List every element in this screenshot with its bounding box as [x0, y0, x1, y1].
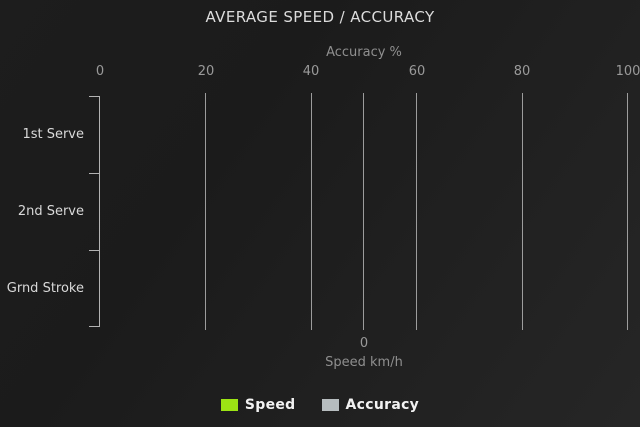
bottom-axis-tick-label: 0 — [359, 336, 369, 351]
gridline — [311, 93, 312, 330]
legend: Speed Accuracy — [0, 397, 640, 413]
top-axis-tick-label: 0 — [95, 64, 105, 79]
legend-label-accuracy: Accuracy — [345, 397, 420, 413]
top-axis-tick-label: 60 — [408, 64, 426, 79]
category-label-2nd-serve: 2nd Serve — [17, 204, 84, 219]
top-axis-tick-label: 80 — [513, 64, 531, 79]
speed-swatch-icon — [220, 399, 238, 411]
gridline — [205, 93, 206, 330]
plot-area — [100, 96, 628, 327]
gridline-speed-zero — [363, 93, 364, 330]
gridline — [522, 93, 523, 330]
top-axis-title: Accuracy % — [326, 45, 402, 60]
top-axis-tick-label: 20 — [197, 64, 215, 79]
legend-item-speed[interactable]: Speed — [220, 397, 296, 413]
gridline — [416, 93, 417, 330]
y-axis-tick — [89, 96, 100, 97]
gridline — [627, 93, 628, 330]
legend-item-accuracy[interactable]: Accuracy — [321, 397, 420, 413]
accuracy-swatch-icon — [321, 399, 339, 411]
category-label-grnd-stroke: Grnd Stroke — [6, 281, 84, 296]
y-axis-tick — [89, 250, 100, 251]
legend-label-speed: Speed — [244, 397, 296, 413]
bottom-axis-title: Speed km/h — [325, 355, 403, 370]
y-axis-line — [99, 96, 100, 327]
chart-title: AVERAGE SPEED / ACCURACY — [205, 8, 435, 26]
top-axis-tick-label: 100 — [615, 64, 640, 79]
top-axis-tick-label: 40 — [302, 64, 320, 79]
category-label-1st-serve: 1st Serve — [22, 127, 84, 142]
y-axis-tick — [89, 326, 100, 327]
y-axis-tick — [89, 173, 100, 174]
